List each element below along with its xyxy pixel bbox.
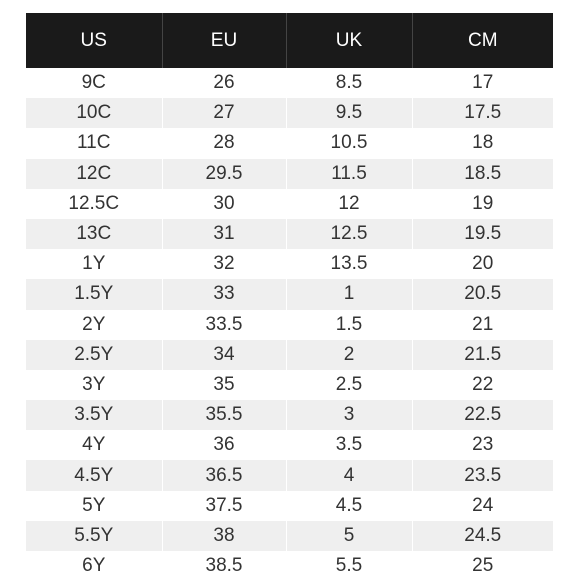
header-us: US <box>26 13 163 68</box>
uk-size-cell: 8.5 <box>286 68 413 99</box>
size-chart-body: 9C 26 8.5 17 10C 27 9.5 17.5 11C 28 10.5 18 12C 29.5 1… <box>26 68 553 580</box>
us-size-cell: 13C <box>26 218 163 250</box>
table-row: 13C 31 12.5 19.5 <box>26 218 553 250</box>
size-chart-table: US EU UK CM 9C 26 8.5 17 10C 27 9.5 17.5 11C 28 10… <box>26 13 553 580</box>
us-size-cell: 10C <box>26 98 163 129</box>
us-size-cell: 11C <box>26 128 163 159</box>
header-row: US EU UK CM <box>26 13 553 68</box>
us-size-cell: 1.5Y <box>26 279 163 310</box>
cm-size-cell: 17 <box>412 68 553 99</box>
eu-size-cell: 28 <box>162 128 287 159</box>
cm-size-cell: 24.5 <box>412 520 553 551</box>
table-row: 12.5C 30 12 19 <box>26 188 553 219</box>
uk-size-cell: 2.5 <box>286 369 413 401</box>
header-eu: EU <box>162 13 287 68</box>
uk-size-cell: 12.5 <box>286 218 413 250</box>
eu-size-cell: 38.5 <box>162 551 287 580</box>
table-row: 2Y 33.5 1.5 21 <box>26 309 553 340</box>
cm-size-cell: 24 <box>412 490 553 521</box>
header-uk: UK <box>286 13 413 68</box>
table-row: 1Y 32 13.5 20 <box>26 249 553 280</box>
eu-size-cell: 35.5 <box>162 400 287 431</box>
cm-size-cell: 23 <box>412 430 553 461</box>
us-size-cell: 2.5Y <box>26 339 163 370</box>
us-size-cell: 1Y <box>26 249 163 280</box>
eu-size-cell: 34 <box>162 339 287 370</box>
cm-size-cell: 22 <box>412 369 553 401</box>
eu-size-cell: 31 <box>162 218 287 250</box>
us-size-cell: 5Y <box>26 490 163 521</box>
table-row: 4.5Y 36.5 4 23.5 <box>26 460 553 491</box>
uk-size-cell: 1 <box>286 279 413 310</box>
uk-size-cell: 11.5 <box>286 158 413 189</box>
us-size-cell: 9C <box>26 68 163 99</box>
table-row: 12C 29.5 11.5 18.5 <box>26 158 553 189</box>
eu-size-cell: 30 <box>162 188 287 219</box>
header-cm: CM <box>412 13 553 68</box>
eu-size-cell: 33 <box>162 279 287 310</box>
uk-size-cell: 1.5 <box>286 309 413 340</box>
cm-size-cell: 20 <box>412 249 553 280</box>
eu-size-cell: 37.5 <box>162 490 287 521</box>
cm-size-cell: 21.5 <box>412 339 553 370</box>
uk-size-cell: 5.5 <box>286 551 413 580</box>
table-row: 6Y 38.5 5.5 25 <box>26 551 553 580</box>
table-row: 1.5Y 33 1 20.5 <box>26 279 553 310</box>
us-size-cell: 4.5Y <box>26 460 163 491</box>
us-size-cell: 3.5Y <box>26 400 163 431</box>
table-row: 4Y 36 3.5 23 <box>26 430 553 461</box>
us-size-cell: 12.5C <box>26 188 163 219</box>
eu-size-cell: 33.5 <box>162 309 287 340</box>
table-row: 11C 28 10.5 18 <box>26 128 553 159</box>
uk-size-cell: 12 <box>286 188 413 219</box>
us-size-cell: 12C <box>26 158 163 189</box>
table-row: 9C 26 8.5 17 <box>26 68 553 99</box>
eu-size-cell: 29.5 <box>162 158 287 189</box>
table-row: 3Y 35 2.5 22 <box>26 369 553 401</box>
uk-size-cell: 3.5 <box>286 430 413 461</box>
uk-size-cell: 4 <box>286 460 413 491</box>
cm-size-cell: 25 <box>412 551 553 580</box>
cm-size-cell: 17.5 <box>412 98 553 129</box>
cm-size-cell: 20.5 <box>412 279 553 310</box>
us-size-cell: 2Y <box>26 309 163 340</box>
table-row: 3.5Y 35.5 3 22.5 <box>26 400 553 431</box>
table-row: 2.5Y 34 2 21.5 <box>26 339 553 370</box>
us-size-cell: 6Y <box>26 551 163 580</box>
eu-size-cell: 26 <box>162 68 287 99</box>
cm-size-cell: 19.5 <box>412 218 553 250</box>
uk-size-cell: 3 <box>286 400 413 431</box>
uk-size-cell: 4.5 <box>286 490 413 521</box>
cm-size-cell: 18 <box>412 128 553 159</box>
uk-size-cell: 5 <box>286 520 413 551</box>
cm-size-cell: 21 <box>412 309 553 340</box>
cm-size-cell: 23.5 <box>412 460 553 491</box>
eu-size-cell: 27 <box>162 98 287 129</box>
us-size-cell: 3Y <box>26 369 163 401</box>
uk-size-cell: 9.5 <box>286 98 413 129</box>
table-row: 10C 27 9.5 17.5 <box>26 98 553 129</box>
table-row: 5.5Y 38 5 24.5 <box>26 520 553 551</box>
us-size-cell: 4Y <box>26 430 163 461</box>
uk-size-cell: 2 <box>286 339 413 370</box>
cm-size-cell: 22.5 <box>412 400 553 431</box>
us-size-cell: 5.5Y <box>26 520 163 551</box>
uk-size-cell: 13.5 <box>286 249 413 280</box>
eu-size-cell: 38 <box>162 520 287 551</box>
table-row: 5Y 37.5 4.5 24 <box>26 490 553 521</box>
cm-size-cell: 19 <box>412 188 553 219</box>
uk-size-cell: 10.5 <box>286 128 413 159</box>
eu-size-cell: 36.5 <box>162 460 287 491</box>
eu-size-cell: 36 <box>162 430 287 461</box>
eu-size-cell: 32 <box>162 249 287 280</box>
cm-size-cell: 18.5 <box>412 158 553 189</box>
eu-size-cell: 35 <box>162 369 287 401</box>
size-chart-header: US EU UK CM <box>26 13 553 68</box>
